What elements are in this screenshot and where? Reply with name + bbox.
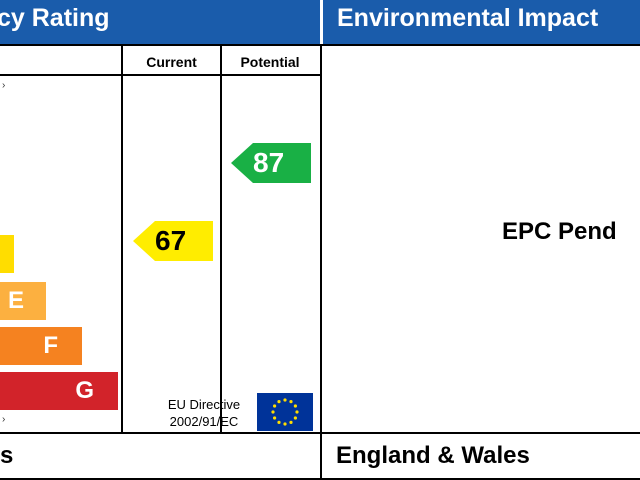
energy-rating-panel: Current Potential › › E F G 67 87 s <box>0 44 322 480</box>
column-header-divider <box>0 74 320 76</box>
eu-star-icon <box>273 416 277 420</box>
eu-star-icon <box>283 398 287 402</box>
eu-star-icon <box>289 420 293 424</box>
eu-star-icon <box>293 416 297 420</box>
current-rating-value: 67 <box>155 225 187 256</box>
footer-divider <box>0 432 320 434</box>
rating-band-e: E <box>0 282 46 320</box>
potential-rating-value: 87 <box>253 147 285 178</box>
rating-band-g: G <box>0 372 118 410</box>
potential-column-divider <box>220 46 222 434</box>
eu-directive-line-2: 2002/91/EC <box>169 414 239 429</box>
eu-star-icon <box>277 400 281 404</box>
epc-pending-label: EPC Pend <box>502 218 617 245</box>
potential-rating-arrow: 87 <box>231 143 311 183</box>
rating-band-d <box>0 235 14 273</box>
eu-star-icon <box>295 410 299 414</box>
environmental-impact-panel: EPC Pend England & Wales <box>320 44 640 480</box>
eu-star-icon <box>271 410 275 414</box>
footer-country-fragment: s <box>0 442 14 469</box>
band-scale-bottom-mark: › <box>2 414 6 425</box>
eu-star-icon <box>293 404 297 408</box>
eu-star-icon <box>277 420 281 424</box>
right-footer-divider <box>322 432 640 434</box>
eu-flag-icon <box>257 393 313 431</box>
potential-column-header: Potential <box>240 54 300 70</box>
eu-star-icon <box>289 400 293 404</box>
england-wales-label: England & Wales <box>336 442 530 469</box>
current-column-header: Current <box>146 54 197 70</box>
environmental-impact-title: Environmental Impact <box>337 4 599 32</box>
band-scale-top-mark: › <box>2 80 6 91</box>
energy-rating-title: cy Rating <box>0 4 110 32</box>
eu-star-icon <box>283 422 287 426</box>
energy-rating-header: cy Rating <box>0 0 320 44</box>
environmental-impact-header: Environmental Impact <box>323 0 640 44</box>
eu-directive-line-1: EU Directive <box>167 397 241 412</box>
rating-band-f: F <box>0 327 82 365</box>
eu-directive-text: EU Directive 2002/91/EC <box>158 396 250 430</box>
current-rating-arrow: 67 <box>133 221 213 261</box>
eu-star-icon <box>273 404 277 408</box>
eu-stars-icon <box>271 398 299 426</box>
current-column-divider <box>121 46 123 434</box>
